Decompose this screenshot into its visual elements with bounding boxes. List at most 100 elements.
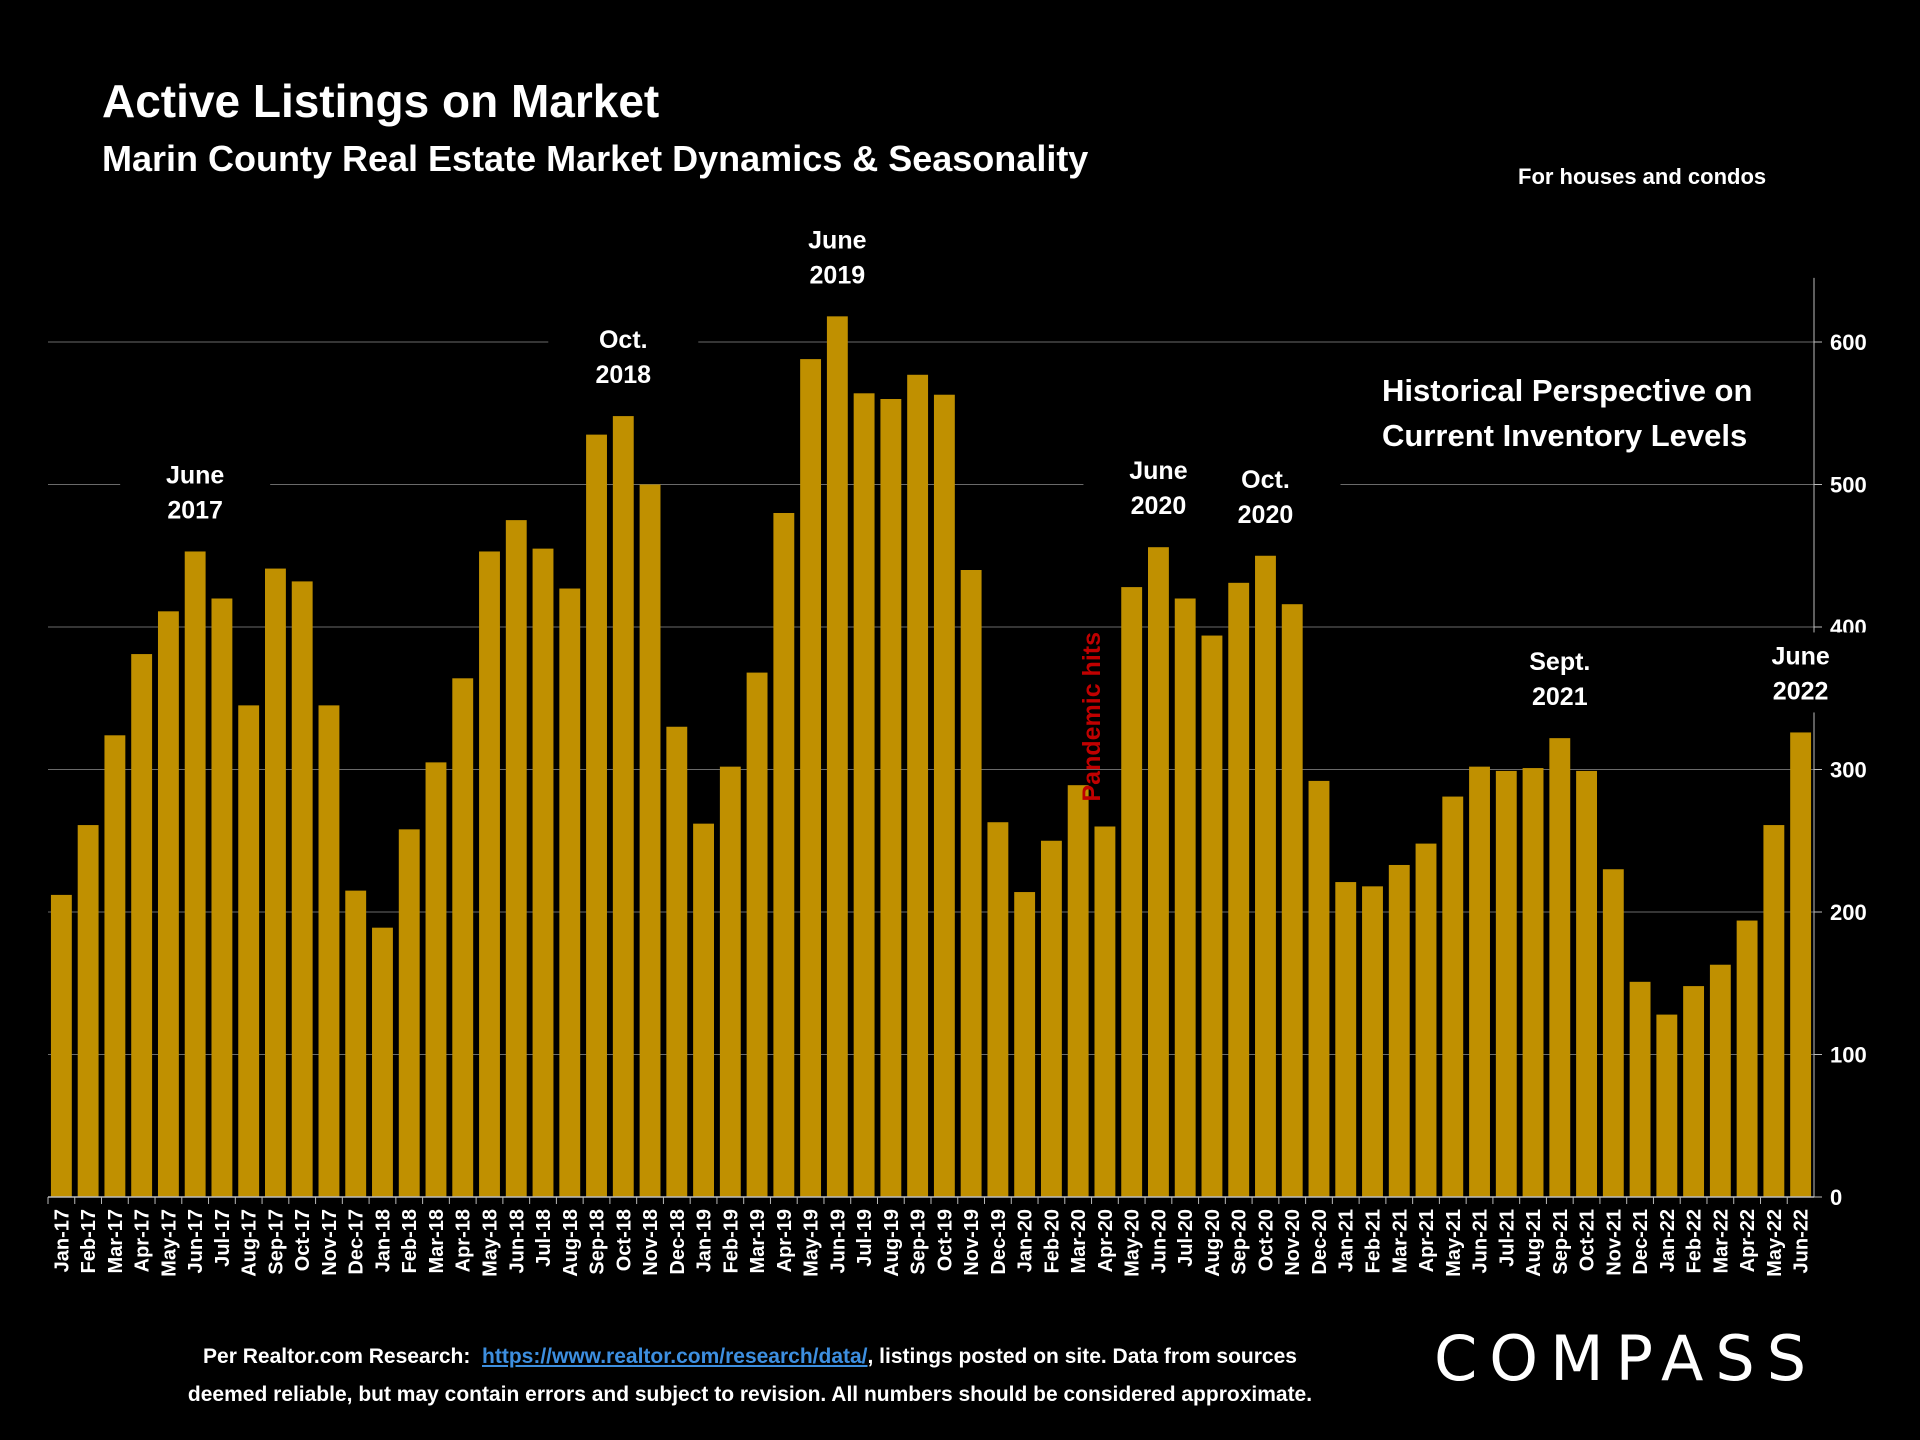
pandemic-annotation: Pandemic hits — [1078, 632, 1106, 802]
x-tick-label: Feb-19 — [720, 1209, 742, 1273]
bar — [693, 823, 714, 1197]
annotation-label: June — [1129, 457, 1187, 485]
x-tick-label: Mar-17 — [105, 1209, 127, 1273]
x-tick-label: Jan-20 — [1015, 1209, 1037, 1272]
bar — [184, 551, 206, 1197]
bar — [1067, 785, 1089, 1197]
y-tick-label: 500 — [1830, 473, 1867, 498]
bar — [1308, 780, 1330, 1197]
x-tick-label: Jul-17 — [212, 1209, 234, 1267]
x-tick-label: Mar-19 — [747, 1209, 769, 1273]
annotation-label: 2021 — [1532, 683, 1588, 711]
annotation-label: Oct. — [599, 326, 648, 354]
x-tick-label: Apr-20 — [1095, 1209, 1117, 1272]
x-tick-label: Jan-22 — [1657, 1209, 1679, 1272]
x-tick-label: Nov-17 — [319, 1209, 341, 1276]
bar — [933, 394, 955, 1198]
bar — [1709, 964, 1731, 1197]
perspective-caption: Historical Perspective on Current Invent… — [1382, 368, 1842, 458]
bar — [345, 890, 367, 1197]
bar — [1388, 864, 1410, 1197]
bar — [853, 393, 875, 1197]
bar — [1148, 547, 1169, 1197]
bar — [1014, 892, 1036, 1197]
x-tick-label: Apr-21 — [1416, 1209, 1438, 1272]
annotation-backdrop — [1484, 638, 1635, 719]
x-tick-label: Oct-20 — [1255, 1209, 1277, 1271]
bar — [586, 434, 607, 1197]
annotation-backdrop — [548, 316, 699, 397]
x-tick-label: Feb-18 — [399, 1209, 421, 1273]
bar — [880, 399, 902, 1197]
x-tick-label: Mar-22 — [1710, 1209, 1732, 1273]
compass-logo: COMPASS — [1434, 1322, 1819, 1395]
bar — [452, 678, 474, 1197]
x-tick-label: May-22 — [1764, 1209, 1786, 1277]
bar — [104, 735, 126, 1197]
bar — [1656, 1014, 1678, 1197]
bar — [719, 766, 741, 1197]
perspective-line-2: Current Inventory Levels — [1382, 418, 1748, 453]
x-tick-label: Jan-17 — [51, 1209, 73, 1272]
x-tick-label: May-21 — [1443, 1209, 1465, 1277]
source-link[interactable]: https://www.realtor.com/research/data/ — [482, 1345, 868, 1368]
bar — [1602, 869, 1624, 1197]
x-tick-label: Dec-20 — [1309, 1209, 1331, 1275]
bar — [77, 825, 99, 1197]
x-tick-label: Dec-18 — [667, 1209, 689, 1275]
bar — [826, 316, 848, 1198]
x-tick-label: Jul-18 — [533, 1209, 555, 1267]
x-tick-label: Sep-18 — [587, 1209, 609, 1275]
x-tick-label: Apr-17 — [132, 1209, 154, 1272]
x-tick-label: Aug-19 — [881, 1209, 903, 1277]
x-tick-label: Apr-22 — [1737, 1209, 1759, 1272]
x-tick-label: May-18 — [480, 1209, 502, 1277]
x-tick-label: Nov-18 — [640, 1209, 662, 1276]
x-tick-label: Aug-17 — [239, 1209, 261, 1277]
x-tick-label: Aug-21 — [1523, 1209, 1545, 1277]
bar — [1228, 582, 1250, 1197]
x-tick-label: Sep-19 — [908, 1209, 930, 1275]
x-tick-label: Jul-20 — [1175, 1209, 1197, 1267]
bar-chart: Jan-17 Feb-17 Mar-17 Apr-17 May-17 Jun-17 Jul-… — [47, 216, 1876, 1277]
annotation-label: June — [166, 461, 224, 489]
x-tick-label: Sep-21 — [1550, 1209, 1572, 1275]
bar — [1121, 587, 1143, 1197]
x-tick-label: Aug-18 — [560, 1209, 582, 1277]
annotation-label: Sept. — [1529, 648, 1590, 676]
bar — [265, 568, 286, 1197]
x-tick-label: Oct-19 — [934, 1209, 956, 1271]
x-tick-label: Jun-21 — [1470, 1209, 1492, 1273]
x-tick-label: Nov-21 — [1603, 1209, 1625, 1276]
bar — [746, 672, 768, 1197]
x-tick-labels: Jan-17 Feb-17 Mar-17 Apr-17 May-17 Jun-17 Jul-… — [51, 1209, 1812, 1277]
bar — [318, 705, 340, 1197]
x-tick-label: Feb-21 — [1363, 1209, 1385, 1273]
annotation-label: June — [808, 226, 866, 254]
annotation-backdrop — [762, 216, 913, 297]
bar — [1495, 770, 1517, 1197]
annotation-label: Oct. — [1241, 466, 1290, 494]
bar — [479, 551, 500, 1197]
bar — [1763, 825, 1785, 1197]
x-tick-label: Jun-17 — [185, 1209, 207, 1273]
annotations: June 2017 Oct. 2018 June 2019 June 2020 Oct. 2020… — [120, 216, 1876, 802]
bar — [291, 581, 313, 1197]
bar — [1469, 766, 1490, 1197]
axes — [47, 277, 1822, 1204]
bar — [157, 611, 179, 1197]
gridlines — [48, 341, 1814, 1055]
y-tick-label: 200 — [1830, 900, 1867, 925]
annotation-label: June — [1771, 642, 1829, 670]
x-tick-label: Oct-21 — [1577, 1209, 1599, 1271]
footer-prefix: Per Realtor.com Research: — [203, 1345, 471, 1368]
bar — [398, 829, 420, 1197]
bar — [800, 359, 822, 1198]
x-tick-label: Sep-17 — [265, 1209, 287, 1275]
x-tick-label: Nov-19 — [961, 1209, 983, 1276]
bar — [1549, 738, 1571, 1197]
source-footer: Per Realtor.com Research: https://www.re… — [100, 1338, 1400, 1414]
bar — [1415, 843, 1437, 1197]
bar — [1442, 796, 1464, 1197]
